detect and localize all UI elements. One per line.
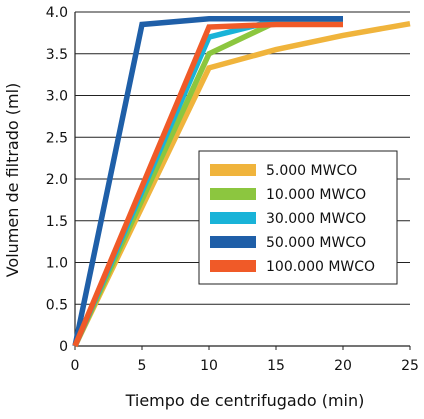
data-series bbox=[72, 15, 411, 348]
legend-label: 10.000 MWCO bbox=[266, 187, 366, 203]
y-tick-label: 3.0 bbox=[46, 89, 68, 105]
legend-swatch bbox=[210, 164, 256, 176]
x-tick-label: 25 bbox=[401, 358, 419, 374]
y-tick-label: 0 bbox=[59, 339, 68, 355]
x-axis-title: Tiempo de centrifugado (min) bbox=[125, 391, 365, 410]
axes bbox=[74, 12, 410, 347]
y-tick-label: 2.0 bbox=[46, 172, 68, 188]
y-tick-label: 1.5 bbox=[46, 214, 68, 230]
y-tick-label: 4.0 bbox=[46, 5, 68, 21]
legend-label: 30.000 MWCO bbox=[266, 211, 366, 227]
legend-swatch bbox=[210, 188, 256, 200]
y-tick-label: 2.5 bbox=[46, 130, 68, 146]
legend-label: 50.000 MWCO bbox=[266, 235, 366, 251]
series-line-0 bbox=[72, 20, 411, 348]
x-tick-label: 5 bbox=[138, 358, 147, 374]
series-line-3 bbox=[72, 15, 343, 347]
y-tick-label: 0.5 bbox=[46, 297, 68, 313]
legend-label: 5.000 MWCO bbox=[266, 163, 357, 179]
y-tick-label: 1.0 bbox=[46, 256, 68, 272]
y-axis-title: Volumen de filtrado (ml) bbox=[3, 83, 22, 278]
legend-swatch bbox=[210, 212, 256, 224]
x-tick-labels: 0 5 10 15 20 25 bbox=[71, 346, 419, 374]
y-tick-label: 3.5 bbox=[46, 47, 68, 63]
legend-swatch bbox=[210, 260, 256, 272]
legend-label: 100.000 MWCO bbox=[266, 259, 375, 275]
legend-swatch bbox=[210, 236, 256, 248]
x-tick-label: 0 bbox=[71, 358, 80, 374]
x-tick-label: 20 bbox=[334, 358, 352, 374]
x-tick-label: 10 bbox=[200, 358, 218, 374]
x-tick-label: 15 bbox=[267, 358, 285, 374]
y-tick-labels: 0 0.5 1.0 1.5 2.0 2.5 3.0 3.5 4.0 bbox=[46, 5, 68, 355]
legend: 5.000 MWCO 10.000 MWCO 30.000 MWCO 50.000 M… bbox=[198, 150, 398, 285]
series-line-4 bbox=[72, 21, 343, 348]
